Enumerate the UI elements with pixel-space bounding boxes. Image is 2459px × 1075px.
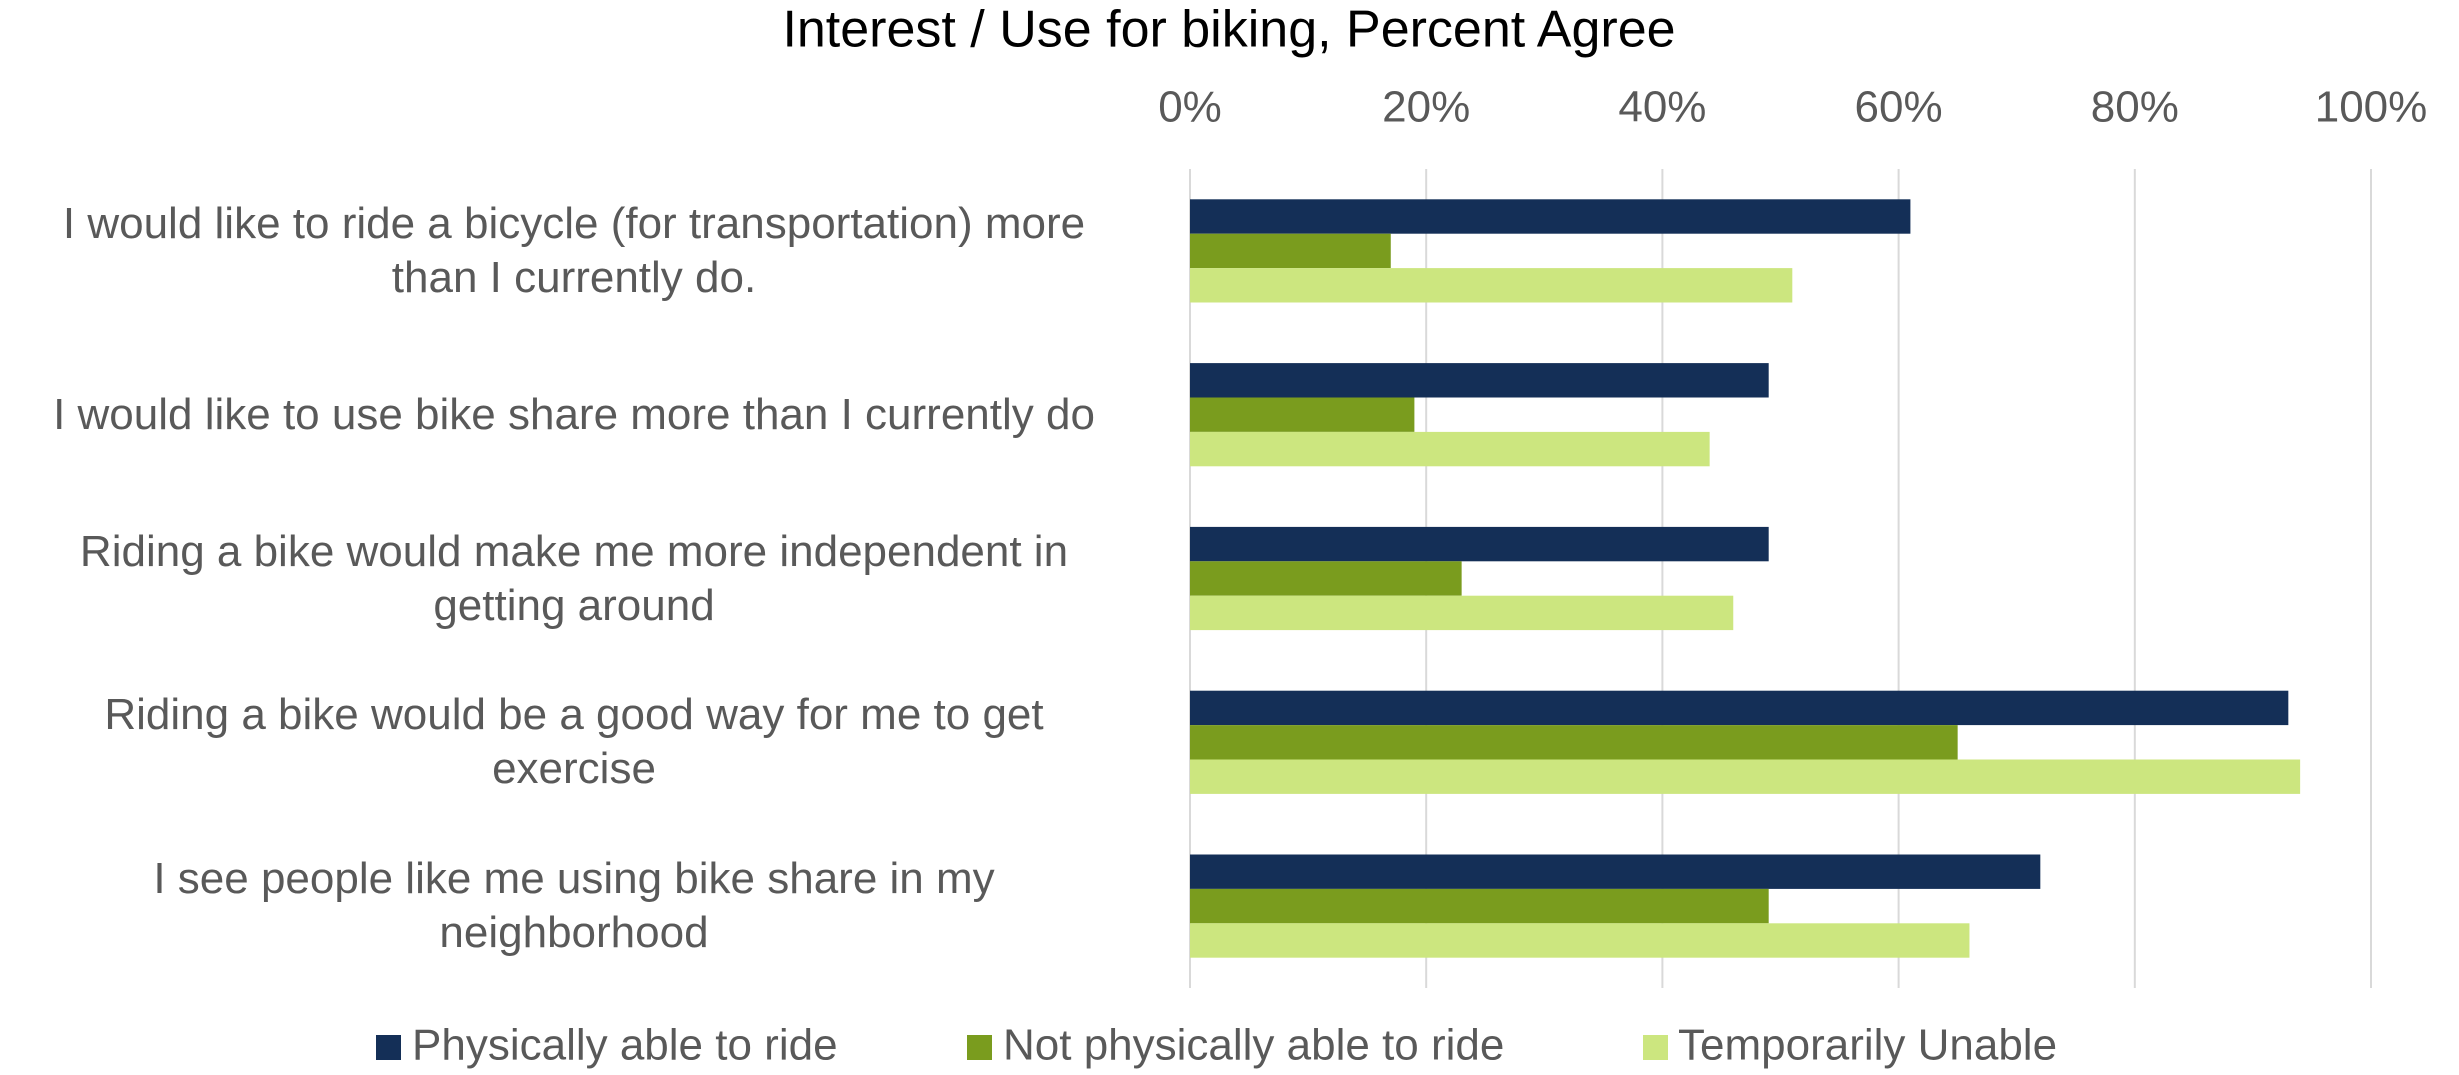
bar — [1190, 397, 1415, 432]
legend-label: Temporarily Unable — [1678, 1021, 2057, 1070]
bar — [1190, 526, 1769, 562]
bar — [1190, 363, 1769, 398]
bar — [1190, 561, 1462, 596]
bar — [1190, 759, 2301, 794]
bar — [1190, 233, 1391, 269]
category-label: Riding a bike would be a good way for me… — [104, 690, 1044, 794]
bar — [1190, 595, 1734, 631]
legend-swatch — [376, 1035, 401, 1060]
bar — [1190, 888, 1769, 924]
bar — [1190, 431, 1710, 467]
x-tick-label: 20% — [1382, 83, 1470, 132]
x-tick-label: 100% — [2315, 83, 2428, 132]
x-tick-label: 80% — [2091, 83, 2179, 132]
bar — [1190, 199, 1911, 234]
x-tick-label: 0% — [1158, 83, 1222, 132]
legend-label: Physically able to ride — [412, 1021, 838, 1070]
bar — [1190, 268, 1793, 303]
bar — [1190, 725, 1958, 760]
category-label: Riding a bike would make me more indepen… — [79, 526, 1069, 630]
bar — [1190, 690, 2289, 726]
legend-swatch — [1643, 1035, 1668, 1060]
x-tick-label: 40% — [1618, 83, 1706, 132]
legend-label: Not physically able to ride — [1003, 1021, 1504, 1070]
legend-swatch — [967, 1035, 992, 1060]
category-label: I would like to use bike share more than… — [53, 389, 1095, 439]
bar — [1190, 923, 1970, 958]
category-label: I see people like me using bike share in… — [153, 854, 995, 958]
chart-title: Interest / Use for biking, Percent Agree — [782, 1, 1675, 59]
x-tick-label: 60% — [1855, 83, 1943, 132]
bar — [1190, 854, 2041, 889]
category-label: I would like to ride a bicycle (for tran… — [62, 198, 1086, 302]
